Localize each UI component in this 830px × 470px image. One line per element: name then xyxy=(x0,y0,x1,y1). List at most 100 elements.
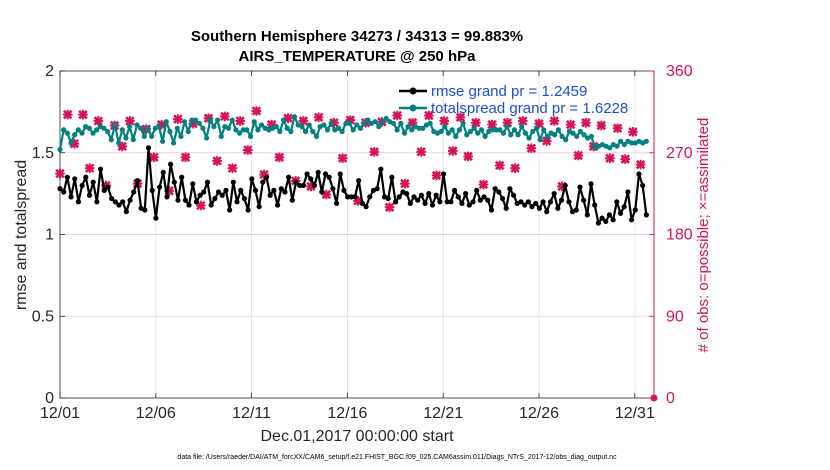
rmse-point xyxy=(319,189,325,195)
rmse-point xyxy=(131,189,137,195)
totalspread-point xyxy=(130,137,136,143)
rmse-point xyxy=(208,202,214,208)
obs-assimilated-marker xyxy=(628,127,638,137)
totalspread-point xyxy=(390,120,397,126)
rmse-point xyxy=(337,171,343,177)
rmse-point xyxy=(123,209,129,215)
x-tick-label: 12/31 xyxy=(615,405,655,422)
rmse-point xyxy=(308,176,314,182)
totalspread-point xyxy=(203,135,210,141)
rmse-point xyxy=(186,202,192,208)
rmse-point xyxy=(418,192,424,198)
totalspread-point xyxy=(112,122,118,128)
totalspread-point xyxy=(614,143,620,149)
rmse-point xyxy=(145,145,152,151)
obs-assimilated-marker xyxy=(235,116,245,126)
totalspread-point xyxy=(577,128,583,135)
obs-possible-marker xyxy=(650,394,658,402)
totalspread-point xyxy=(541,127,547,133)
rmse-point xyxy=(411,194,417,200)
totalspread-point xyxy=(621,141,627,148)
totalspread-point xyxy=(156,123,162,130)
totalspread-point xyxy=(105,128,111,135)
x-tick-label: 12/11 xyxy=(232,405,271,422)
totalspread-point xyxy=(394,127,400,133)
rmse-point xyxy=(614,199,620,205)
totalspread-point xyxy=(618,138,624,144)
obs-assimilated-marker xyxy=(581,117,591,128)
rmse-point xyxy=(603,218,609,225)
rmse-point xyxy=(190,181,196,187)
rmse-point xyxy=(499,195,506,202)
rmse-point xyxy=(260,179,266,185)
rmse-point xyxy=(588,181,594,187)
rmse-point xyxy=(101,187,107,193)
rmse-point xyxy=(61,189,67,195)
totalspread-point xyxy=(149,133,155,139)
rmse-point xyxy=(581,197,587,203)
rmse-point xyxy=(90,179,96,185)
totalspread-point xyxy=(328,120,334,126)
totalspread-point xyxy=(493,127,499,133)
obs-assimilated-marker xyxy=(471,117,481,128)
obs-assimilated-marker xyxy=(93,116,104,126)
obs-assimilated-marker xyxy=(369,147,380,157)
obs-assimilated-marker xyxy=(517,116,528,126)
totalspread-point xyxy=(453,133,459,139)
legend-label-totalspread: totalspread grand pr = 1.6228 xyxy=(431,100,628,117)
legend-label-rmse: rmse grand pr = 1.2459 xyxy=(431,83,587,100)
obs-assimilated-marker xyxy=(478,179,489,190)
totalspread-point xyxy=(145,125,151,131)
rmse-point xyxy=(444,199,450,205)
data-file-footer: data file: /Users/raeder/DAI/ATM_forcXX/… xyxy=(177,454,617,461)
rmse-point xyxy=(389,174,395,180)
rmse-point xyxy=(197,192,203,198)
totalspread-point xyxy=(284,125,290,131)
rmse-point xyxy=(459,200,465,207)
totalspread-point xyxy=(500,130,507,136)
obs-assimilated-marker xyxy=(494,160,505,171)
obs-assimilated-marker xyxy=(510,163,520,173)
obs-assimilated-marker xyxy=(635,159,646,170)
totalspread-point xyxy=(277,128,283,135)
totalspread-point xyxy=(372,119,378,125)
rmse-point xyxy=(551,191,557,197)
rmse-point xyxy=(75,199,82,205)
obs-assimilated-marker xyxy=(605,153,615,163)
totalspread-point xyxy=(119,127,125,133)
rmse-point xyxy=(293,179,299,185)
chart-title: Southern Hemisphere 34273 / 34313 = 99.8… xyxy=(191,28,523,45)
totalspread-point xyxy=(127,123,133,130)
totalspread-point xyxy=(86,125,92,131)
totalspread-point xyxy=(475,130,481,136)
rmse-point xyxy=(415,197,421,203)
series-layer xyxy=(55,106,658,402)
rmse-point xyxy=(215,189,222,195)
x-tick-label: 12/21 xyxy=(423,405,463,422)
totalspread-point xyxy=(398,120,404,126)
rmse-point xyxy=(610,217,616,223)
rmse-point xyxy=(278,186,284,192)
rmse-point xyxy=(127,197,133,203)
rmse-point xyxy=(404,191,410,197)
rmse-point xyxy=(522,202,528,208)
rmse-point xyxy=(182,197,188,203)
rmse-point xyxy=(333,200,340,207)
obs-assimilated-marker xyxy=(439,116,449,126)
totalspread-point xyxy=(361,120,367,126)
obs-assimilated-marker xyxy=(251,106,262,116)
rmse-point xyxy=(341,187,347,193)
totalspread-point xyxy=(533,125,539,131)
rmse-point xyxy=(485,197,491,203)
totalspread-point xyxy=(160,138,166,144)
totalspread-point xyxy=(563,137,569,143)
rmse-point xyxy=(451,187,458,193)
rmse-point xyxy=(304,171,310,177)
totalspread-point xyxy=(555,127,561,133)
obs-assimilated-marker xyxy=(212,156,222,166)
rmse-point xyxy=(606,212,613,218)
obs-assimilated-marker xyxy=(596,120,607,131)
totalspread-point xyxy=(559,133,565,139)
totalspread-point xyxy=(497,127,503,133)
totalspread-point xyxy=(225,125,232,131)
